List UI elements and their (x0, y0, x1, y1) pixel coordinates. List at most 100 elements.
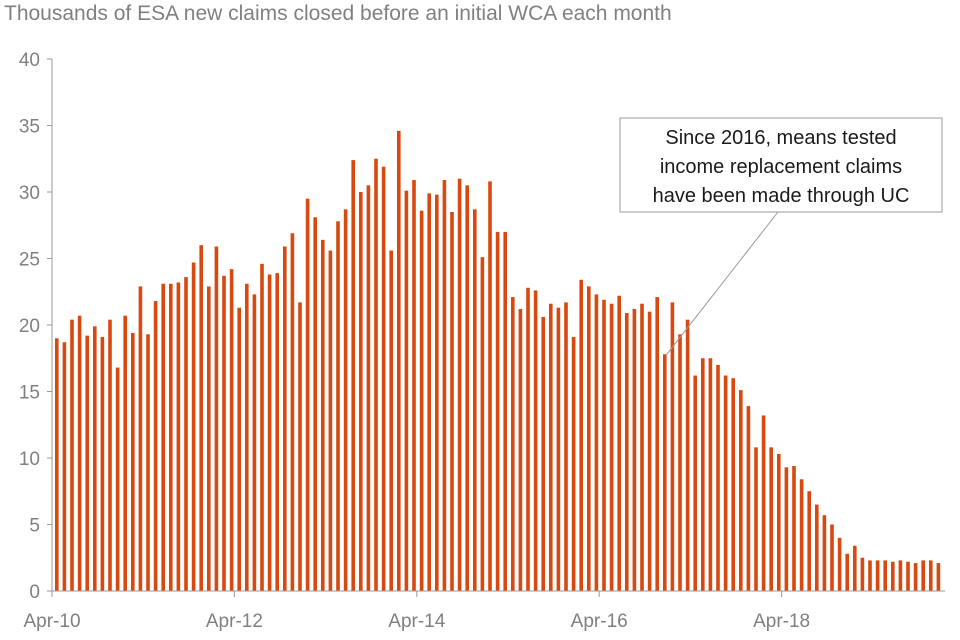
bar (480, 257, 485, 591)
y-tick-label: 0 (29, 582, 40, 603)
bar (549, 303, 553, 591)
bar (868, 560, 872, 591)
bar (883, 560, 887, 591)
x-tick-label: Apr-12 (206, 611, 263, 632)
bar (275, 273, 279, 591)
bar (473, 209, 477, 592)
bar (784, 467, 789, 591)
bar (723, 375, 728, 591)
bar (359, 192, 363, 591)
bar (739, 390, 743, 591)
bar (701, 358, 705, 591)
bar (556, 307, 561, 591)
bar (427, 193, 431, 591)
bar (746, 406, 751, 591)
bar (70, 319, 74, 591)
bar (853, 545, 857, 591)
bar (435, 194, 439, 591)
bar (305, 198, 310, 591)
bar (716, 364, 720, 591)
bar (731, 378, 735, 591)
bar (830, 524, 834, 591)
bar (799, 479, 804, 591)
bar (777, 454, 781, 591)
bar (822, 515, 827, 591)
bar (518, 309, 523, 591)
bar (860, 557, 865, 591)
bar (184, 277, 188, 591)
bar (936, 563, 941, 591)
bar (267, 274, 272, 591)
bar (343, 209, 348, 592)
bar (647, 311, 652, 591)
bar (374, 158, 378, 591)
bar (62, 342, 67, 591)
y-tick-label: 20 (19, 316, 40, 337)
bar (906, 561, 910, 591)
bar (769, 447, 773, 591)
bar-series (55, 130, 941, 592)
bar (807, 491, 811, 591)
bar (153, 301, 158, 591)
bar (412, 180, 416, 591)
bar (685, 319, 690, 591)
bar (328, 250, 333, 591)
bar (100, 336, 105, 591)
bar (138, 286, 143, 591)
x-tick-label: Apr-18 (753, 611, 810, 632)
chart-title: Thousands of ESA new claims closed befor… (4, 2, 672, 25)
bar (222, 275, 226, 591)
bar (503, 231, 507, 591)
bar (670, 302, 675, 591)
bar (815, 504, 819, 591)
bar (191, 262, 196, 591)
bar (77, 315, 82, 591)
bar (457, 178, 462, 591)
bar (450, 211, 454, 591)
x-tick-label: Apr-16 (571, 611, 628, 632)
bar (571, 336, 576, 591)
bar (298, 302, 302, 591)
x-tick-label: Apr-14 (388, 611, 445, 632)
bar (290, 233, 295, 592)
bar (214, 246, 219, 591)
bar (389, 250, 393, 591)
bar (85, 335, 89, 591)
bar (511, 297, 515, 591)
bar (792, 465, 796, 591)
bar (640, 303, 644, 591)
bar (678, 334, 682, 591)
bar (260, 263, 264, 591)
bar (381, 166, 386, 592)
y-axis: 0 5 10 15 20 25 30 35 40 (19, 50, 53, 603)
bar (579, 279, 583, 591)
bar (237, 307, 241, 591)
bar (898, 560, 903, 591)
bar (321, 239, 325, 591)
bar (176, 282, 181, 591)
bar (93, 326, 97, 591)
bar (419, 210, 424, 591)
annotation-text-line: have been made through UC (653, 185, 910, 207)
bar (617, 295, 621, 591)
bar (442, 180, 447, 591)
bar (397, 130, 401, 591)
y-tick-label: 10 (19, 449, 40, 470)
bar (161, 283, 165, 591)
bar (283, 246, 287, 591)
bar (465, 185, 469, 591)
bar (845, 553, 849, 591)
bar (526, 287, 530, 591)
bar (313, 217, 317, 591)
bar (245, 283, 249, 591)
y-tick-label: 30 (19, 183, 40, 204)
bar (594, 294, 599, 591)
annotation-callout: Since 2016, means tested income replaceme… (619, 117, 943, 355)
bar (115, 367, 120, 591)
bar (229, 269, 234, 591)
bar (131, 332, 135, 591)
bar (913, 563, 918, 591)
bar (663, 354, 667, 591)
bar (837, 537, 842, 591)
bar (708, 358, 713, 591)
